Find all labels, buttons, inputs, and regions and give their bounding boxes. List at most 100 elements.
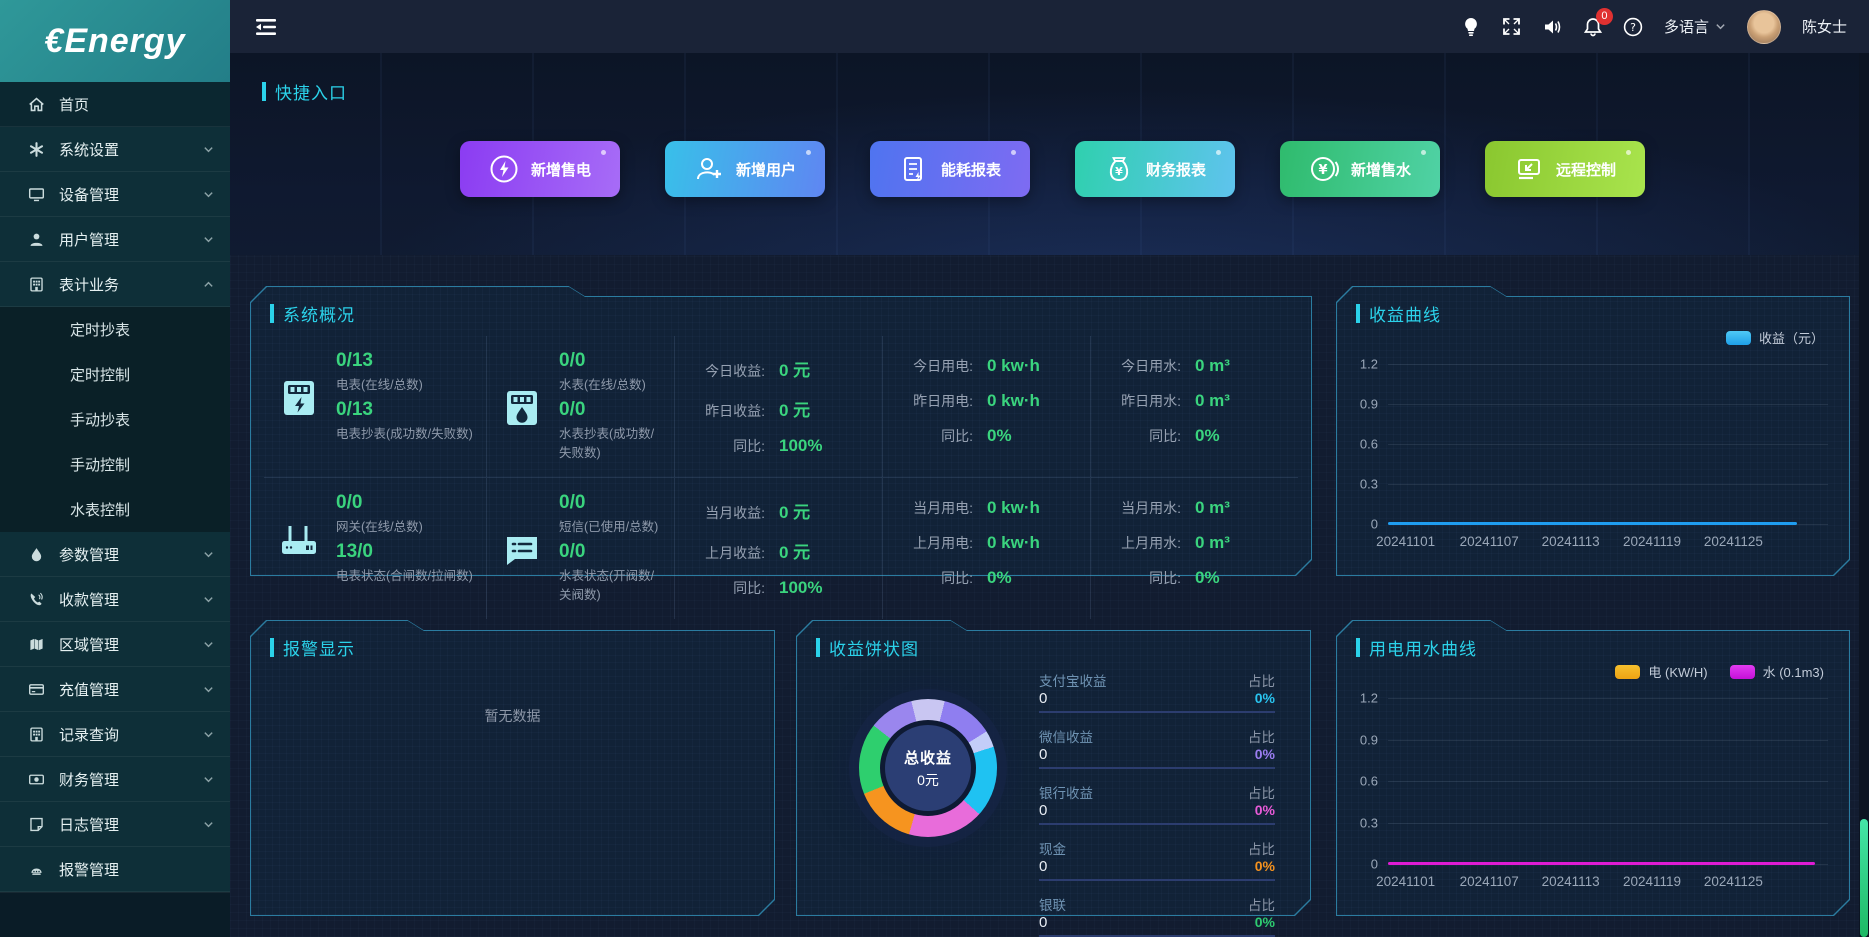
- energy-report-button[interactable]: 能耗报表: [870, 141, 1030, 197]
- quick-entry-title-text: 快捷入口: [275, 84, 347, 103]
- donut-ring: 总收益 0元: [859, 699, 997, 837]
- help-icon[interactable]: ?: [1623, 17, 1643, 37]
- panel-frame: [1336, 286, 1850, 576]
- yen-coin-icon: ¥: [1310, 157, 1339, 181]
- sidebar-item-alarm-management[interactable]: 报警管理: [0, 847, 230, 892]
- metric-label: 同比:: [941, 570, 973, 586]
- sidebar-subitem-water-meter-control[interactable]: 水表控制: [0, 487, 230, 532]
- sidebar-subitem-manual-reading[interactable]: 手动抄表: [0, 397, 230, 442]
- payment-label: 银行收益: [1039, 786, 1093, 801]
- metric-col-water-bottom: 当月用水: 0 m³ 上月用水: 0 m³ 同比: 0%: [1090, 477, 1298, 619]
- metric-value: 0 m³: [1195, 356, 1230, 375]
- x-tick: 20241119: [1622, 534, 1682, 549]
- metric-label: 同比:: [733, 580, 765, 596]
- scrollbar-thumb[interactable]: [1860, 819, 1868, 937]
- bell-icon[interactable]: 0: [1583, 7, 1613, 37]
- stat-value: 0/13: [336, 399, 373, 420]
- stat-value: 0/0: [559, 399, 586, 420]
- language-label: 多语言: [1663, 19, 1709, 36]
- quick-button-label: 远程控制: [1555, 161, 1616, 179]
- sidebar-item-area-management[interactable]: 区域管理: [0, 622, 230, 667]
- legend-label: 电 (KW/H): [1648, 665, 1708, 680]
- chevron-down-icon: [204, 731, 213, 737]
- collapse-menu-icon[interactable]: [254, 17, 278, 37]
- stat-value: 0/0: [559, 541, 586, 562]
- stat-label: 电表(在线/总数): [336, 378, 423, 392]
- metric-label: 同比:: [941, 428, 973, 444]
- sidebar-item-log-management[interactable]: 日志管理: [0, 802, 230, 847]
- sidebar-item-recharge-management[interactable]: 充值管理: [0, 667, 230, 712]
- water-legend[interactable]: 水 (0.1m3): [1729, 662, 1824, 681]
- y-tick: 0.9: [1359, 396, 1378, 412]
- quick-button-label: 新增用户: [735, 161, 796, 179]
- revenue-curve-panel: 收益曲线 收益（元） 1.2 0.9 0.6 0.3 0: [1336, 286, 1850, 576]
- stat-label: 网关(在线/总数): [336, 520, 423, 534]
- money-bag-icon: ¥: [1109, 157, 1129, 182]
- user-name[interactable]: 陈女士: [1801, 19, 1847, 36]
- speaker-icon[interactable]: [1543, 17, 1563, 37]
- meter-icon: [30, 276, 43, 292]
- sidebar-subitem-label: 手动控制: [70, 457, 131, 474]
- metric-col-revenue-top: 今日收益: 0 元 昨日收益: 0 元 同比: 100%: [674, 336, 882, 477]
- payment-breakdown-list: 支付宝收益 占比 0 0% 微信收益 占比 0 0% 银行收益 占比 0 0% 现金 占比 0…: [1039, 664, 1275, 937]
- chevron-down-icon: [204, 641, 213, 647]
- sidebar-item-device-management[interactable]: 设备管理: [0, 172, 230, 217]
- sidebar-subitem-manual-control[interactable]: 手动控制: [0, 442, 230, 487]
- sidebar-subitem-label: 手动抄表: [70, 412, 131, 429]
- metric-value: 0%: [987, 426, 1012, 445]
- electric-legend[interactable]: 电 (KW/H): [1615, 662, 1708, 681]
- quick-entry-title: 快捷入口: [262, 79, 347, 104]
- sidebar-item-meter-business[interactable]: 表计业务: [0, 262, 230, 307]
- sidebar-item-finance-management[interactable]: 财务管理: [0, 757, 230, 802]
- language-selector[interactable]: 多语言: [1664, 16, 1726, 37]
- new-user-button[interactable]: 新增用户: [665, 141, 825, 197]
- sidebar-item-home[interactable]: 首页: [0, 82, 230, 127]
- sidebar-item-record-query[interactable]: 记录查询: [0, 712, 230, 757]
- credit-card-icon: [29, 683, 44, 695]
- sidebar-item-parameter-management[interactable]: 参数管理: [0, 532, 230, 577]
- donut-center-label: 总收益: [903, 749, 952, 767]
- metric-label: 同比:: [1149, 428, 1181, 444]
- notification-badge: 0: [1595, 7, 1613, 25]
- metric-value: 0 kw·h: [987, 356, 1040, 375]
- new-electricity-sale-button[interactable]: 新增售电: [460, 141, 620, 197]
- fullscreen-icon[interactable]: [1502, 17, 1522, 37]
- sidebar-subitem-timed-reading[interactable]: 定时抄表: [0, 307, 230, 352]
- avatar[interactable]: [1746, 9, 1781, 44]
- quick-button-label: 财务报表: [1145, 161, 1206, 179]
- payment-label: 微信收益: [1039, 730, 1093, 745]
- new-water-sale-button[interactable]: ¥ 新增售水: [1280, 141, 1440, 197]
- metric-label: 上月收益:: [705, 545, 765, 561]
- ratio-label: 占比: [1248, 786, 1275, 801]
- stat-label: 水表状态(开阀数/关阀数): [559, 569, 655, 602]
- brand-logo[interactable]: €Energy: [0, 0, 230, 82]
- lightbulb-icon[interactable]: [1461, 17, 1481, 37]
- metric-label: 同比:: [733, 438, 765, 454]
- sidebar-item-user-management[interactable]: 用户管理: [0, 217, 230, 262]
- revenue-legend[interactable]: 收益（元）: [1725, 328, 1824, 347]
- metric-value: 0 kw·h: [987, 391, 1040, 410]
- payment-value: 0: [1039, 914, 1048, 931]
- metric-value: 100%: [779, 578, 823, 597]
- sidebar-item-label: 系统设置: [59, 141, 120, 159]
- sidebar-item-payment-management[interactable]: 收款管理: [0, 577, 230, 622]
- alarm-title-text: 报警显示: [283, 640, 355, 659]
- header-actions: 0 ? 多语言 陈女士: [1461, 7, 1847, 44]
- metric-value: 0 m³: [1195, 498, 1230, 517]
- ratio-label: 占比: [1248, 842, 1275, 857]
- chevron-down-icon: [1716, 24, 1725, 30]
- gateway-icon: [282, 526, 316, 554]
- finance-report-button[interactable]: ¥ 财务报表: [1075, 141, 1235, 197]
- remote-control-button[interactable]: 远程控制: [1485, 141, 1645, 197]
- revenue-plot-area: 1.2 0.9 0.6 0.3 0: [1360, 357, 1828, 532]
- metric-label: 当月用水:: [1121, 500, 1181, 516]
- stat-label: 水表抄表(成功数/失败数): [559, 427, 655, 460]
- ratio-label: 占比: [1248, 730, 1275, 745]
- x-tick: 20241107: [1459, 534, 1519, 549]
- stat-value: 0/0: [559, 492, 586, 513]
- x-tick: 20241119: [1622, 874, 1682, 889]
- sms-icon: [507, 536, 537, 565]
- sidebar-subitem-timed-control[interactable]: 定时控制: [0, 352, 230, 397]
- sidebar-item-system-settings[interactable]: 系统设置: [0, 127, 230, 172]
- chevron-up-icon: [204, 281, 213, 287]
